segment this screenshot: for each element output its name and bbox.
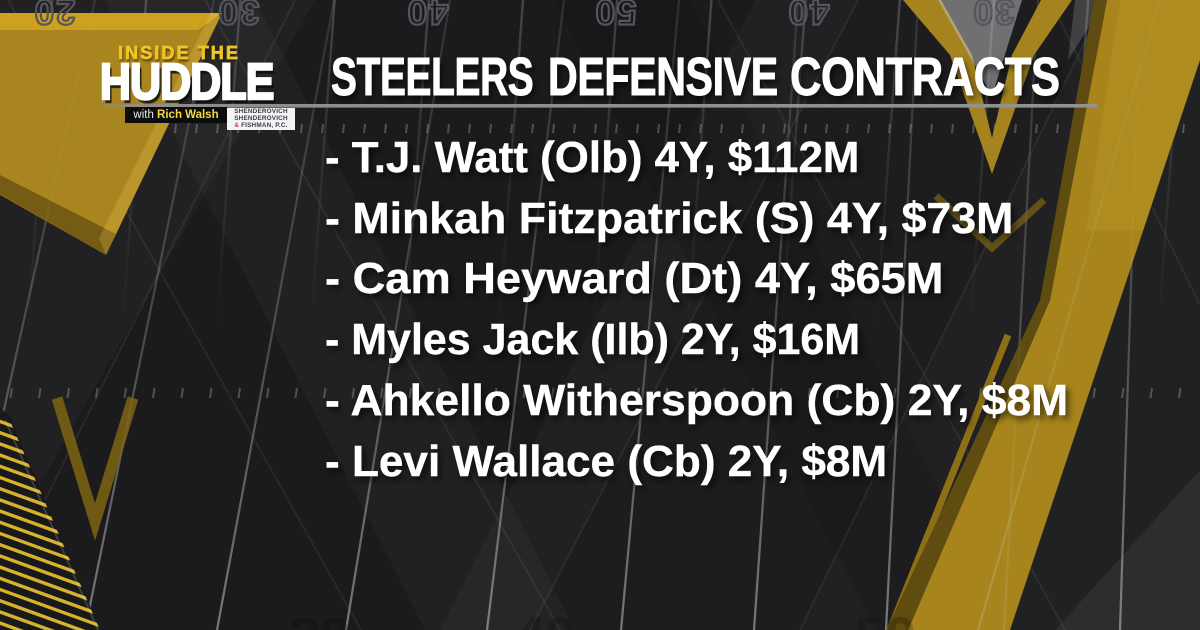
svg-text:20: 20 bbox=[33, 0, 76, 31]
svg-text:40: 40 bbox=[406, 0, 449, 31]
svg-text:50: 50 bbox=[594, 0, 637, 31]
svg-text:30: 30 bbox=[217, 0, 260, 31]
svg-text:40: 40 bbox=[787, 0, 830, 31]
svg-text:30: 30 bbox=[972, 0, 1015, 31]
svg-text:50: 50 bbox=[854, 605, 916, 630]
svg-text:40: 40 bbox=[514, 605, 576, 630]
svg-text:30: 30 bbox=[289, 605, 351, 630]
